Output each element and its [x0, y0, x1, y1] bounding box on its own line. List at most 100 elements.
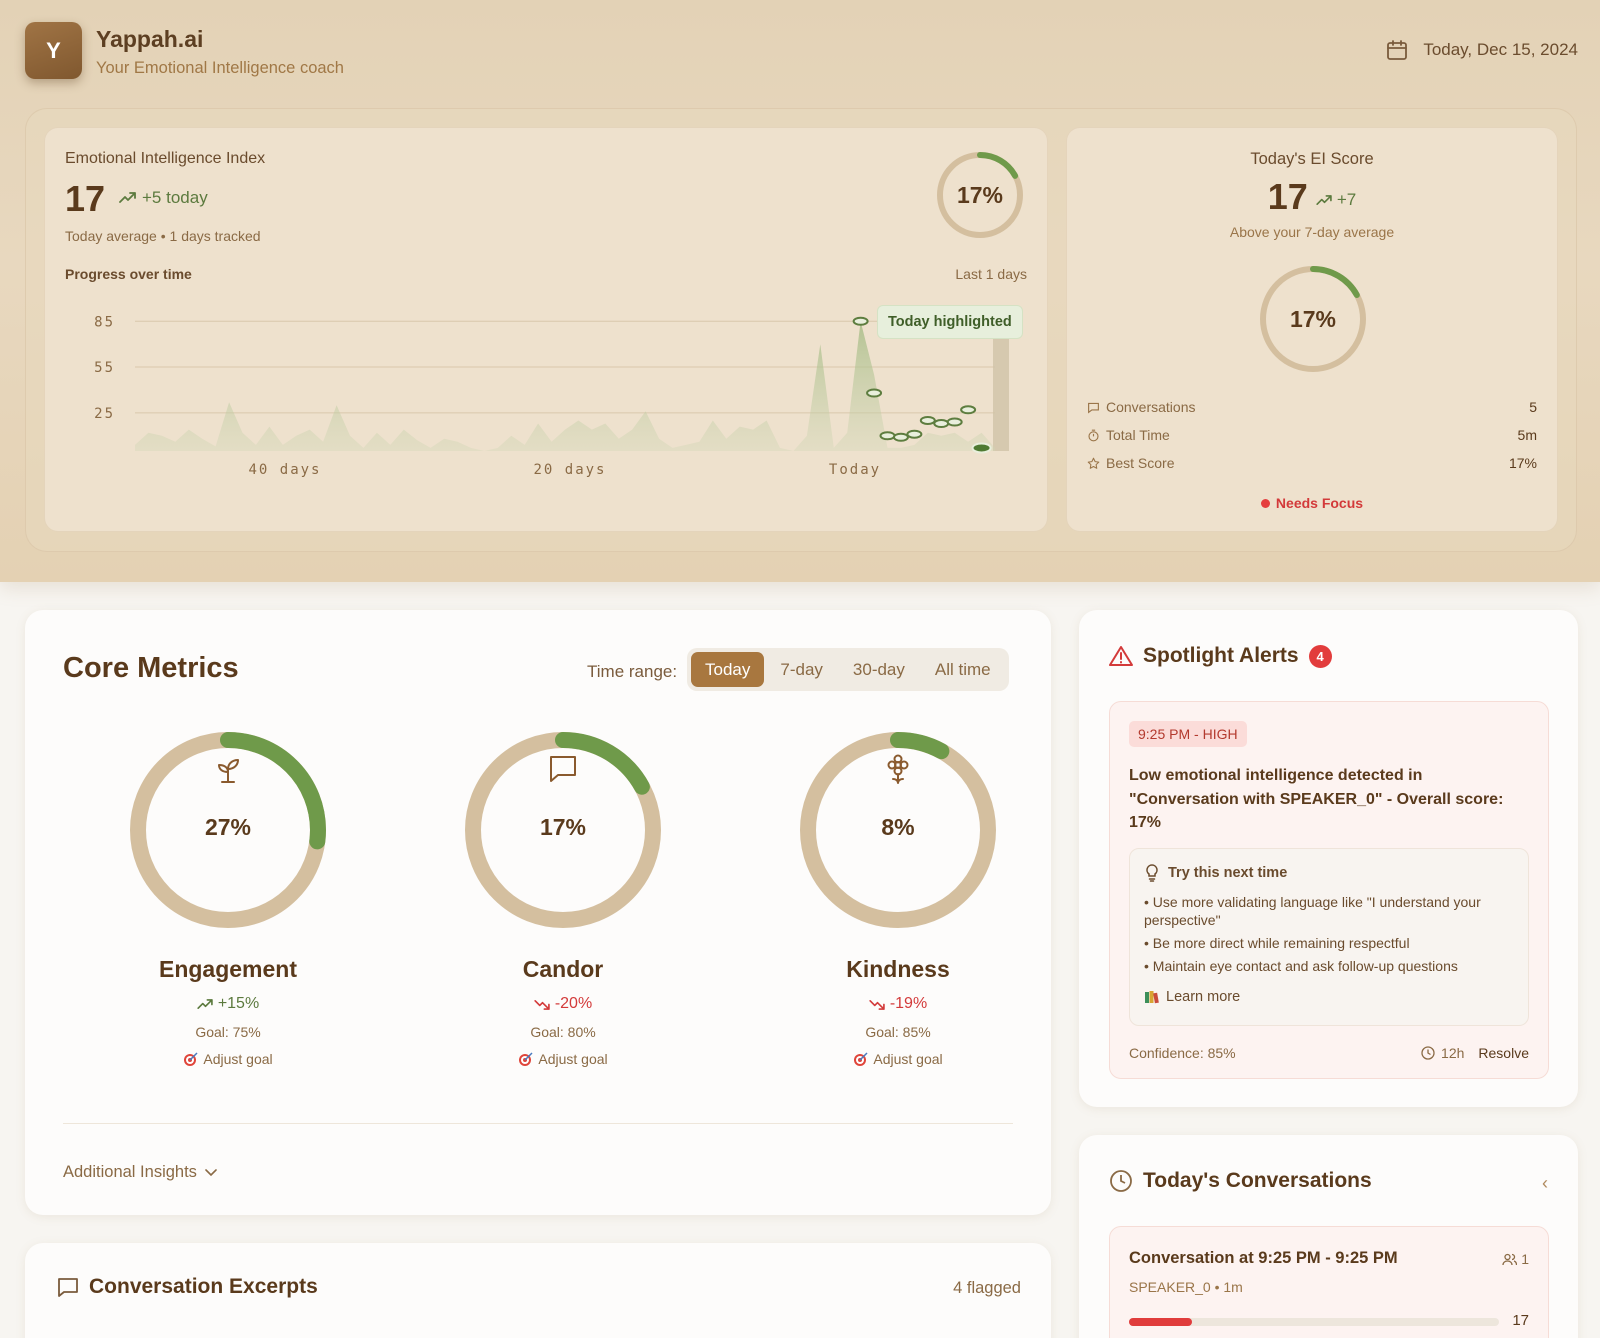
data-point[interactable]: [892, 432, 909, 442]
data-point[interactable]: [919, 415, 936, 425]
spotlight-header: Spotlight Alerts 4: [1109, 644, 1332, 668]
ei-index-card: Emotional Intelligence Index 17 +5 today…: [44, 127, 1048, 532]
kindness-value: 8%: [881, 814, 915, 840]
alert-time-badge: 9:25 PM - HIGH: [1129, 721, 1247, 747]
range-7day-button[interactable]: 7-day: [780, 659, 823, 679]
today-ei-stats: Conversations 5 Total Time 5m Best Score…: [1087, 393, 1537, 477]
data-point[interactable]: [852, 316, 869, 326]
range-30day-button[interactable]: 30-day: [852, 659, 905, 679]
candor-ring: 17%: [463, 730, 663, 930]
metric-candor: 17% Candor -20% Goal: 80% Adjust goal: [458, 730, 668, 1067]
trending-up-icon: [119, 192, 136, 203]
engagement-delta: +15%: [123, 995, 333, 1013]
excerpts-header: Conversation Excerpts: [57, 1275, 318, 1299]
data-point[interactable]: [946, 417, 963, 427]
alert-age: 12h: [1441, 1045, 1465, 1061]
learn-more-link[interactable]: Learn more: [1144, 989, 1240, 1005]
app-tagline: Your Emotional Intelligence coach: [96, 59, 344, 77]
engagement-value: 27%: [204, 814, 252, 840]
engagement-delta-text: +15%: [217, 995, 260, 1012]
today-ei-title: Today's EI Score: [1250, 150, 1374, 168]
additional-insights-toggle[interactable]: Additional Insights: [63, 1163, 217, 1182]
hero-section: Y Yappah.ai Your Emotional Intelligence …: [0, 0, 1600, 582]
star-icon: [1087, 457, 1100, 469]
sprout-icon: [218, 759, 239, 783]
y-tick-label: 55: [94, 360, 115, 376]
spotlight-alerts-card: Spotlight Alerts 4 9:25 PM - HIGH Low em…: [1079, 610, 1578, 1107]
tip-item: • Be more direct while remaining respect…: [1144, 935, 1410, 951]
time-range-label: Time range:: [587, 662, 678, 681]
users-icon: [1502, 1253, 1518, 1265]
alert-count-badge: 4: [1308, 644, 1332, 668]
kindness-adjust-goal-button[interactable]: Adjust goal: [793, 1051, 1003, 1067]
conversations-header: Today's Conversations: [1109, 1169, 1372, 1193]
candor-delta-text: -20%: [554, 995, 593, 1012]
clock-icon: [1421, 1046, 1435, 1060]
data-point[interactable]: [960, 405, 977, 415]
time-range-selector: Today 7-day 30-day All time: [687, 648, 1009, 691]
ei-index-meta: Today average • 1 days tracked: [65, 228, 261, 244]
today-ei-ring-label: 17%: [1289, 305, 1337, 332]
tip-title: Try this next time: [1168, 865, 1288, 881]
data-point[interactable]: [933, 419, 950, 429]
alert-actions: 12h Resolve: [1421, 1045, 1529, 1061]
trending-down-icon: [869, 999, 885, 1010]
candor-delta: -20%: [458, 995, 668, 1013]
chevron-down-icon: [205, 1168, 217, 1176]
engagement-adjust-goal-button[interactable]: Adjust goal: [123, 1051, 333, 1067]
status-badge: Needs Focus: [1067, 495, 1557, 511]
ei-index-delta-text: +5 today: [142, 188, 208, 207]
excerpts-title: Conversation Excerpts: [89, 1275, 318, 1298]
trending-up-icon: [197, 998, 213, 1009]
today-ei-delta-text: +7: [1336, 190, 1357, 209]
resolve-button[interactable]: Resolve: [1478, 1045, 1529, 1061]
lightbulb-icon: [1146, 864, 1158, 882]
y-tick-label: 25: [94, 406, 115, 422]
alert-confidence: Confidence: 85%: [1129, 1045, 1236, 1061]
x-tick-label: Today: [829, 462, 881, 478]
x-tick-label: 20 days: [533, 462, 606, 478]
stat-total-time: Total Time 5m: [1087, 421, 1537, 449]
app-logo[interactable]: Y: [25, 22, 82, 79]
app-name: Yappah.ai: [96, 26, 204, 52]
today-data-point[interactable]: [971, 442, 992, 454]
candor-adjust-goal-button[interactable]: Adjust goal: [458, 1051, 668, 1067]
tip-box: Try this next time • Use more validating…: [1129, 848, 1529, 1026]
chevron-left-icon[interactable]: ‹: [1542, 1173, 1548, 1193]
stat-conversations-label: Conversations: [1106, 399, 1196, 415]
message-icon: [58, 1278, 78, 1297]
tip-item: • Maintain eye contact and ask follow-up…: [1144, 958, 1458, 974]
today-ei-score: 17: [1267, 176, 1308, 217]
stat-total-time-value: 5m: [1517, 427, 1537, 443]
today-highlight-bar: [993, 336, 1009, 451]
kindness-delta: -19%: [793, 995, 1003, 1013]
data-point[interactable]: [879, 431, 896, 441]
core-metrics-card: Core Metrics Time range: Today 7-day 30-…: [25, 610, 1051, 1215]
candor-adjust-goal-text: Adjust goal: [538, 1051, 608, 1067]
stat-conversations-value: 5: [1529, 399, 1537, 415]
data-point[interactable]: [906, 429, 923, 439]
engagement-label: Engagement: [158, 956, 298, 982]
tip-list: • Use more validating language like "I u…: [1144, 893, 1519, 980]
conversation-title: Conversation at 9:25 PM - 9:25 PM: [1129, 1249, 1398, 1267]
conversation-item[interactable]: Conversation at 9:25 PM - 9:25 PM 1 SPEA…: [1109, 1226, 1549, 1338]
today-ei-card: Today's EI Score 17 +7 Above your 7-day …: [1066, 127, 1558, 532]
conversation-score: 17: [1512, 1312, 1529, 1329]
today-ei-score-row: 17 +7: [1067, 176, 1557, 218]
stat-conversations: Conversations 5: [1087, 393, 1537, 421]
date-display[interactable]: Today, Dec 15, 2024: [1385, 38, 1578, 62]
range-today-button[interactable]: Today: [691, 652, 765, 687]
data-point[interactable]: [866, 388, 883, 398]
progress-range: Last 1 days: [955, 266, 1027, 282]
timer-icon: [1088, 429, 1099, 441]
target-icon: [854, 1052, 868, 1066]
trending-up-icon: [1316, 194, 1332, 205]
books-icon: [1145, 991, 1159, 1004]
range-alltime-button[interactable]: All time: [934, 659, 991, 679]
chart-tooltip: Today highlighted: [877, 305, 1023, 339]
additional-insights-label: Additional Insights: [63, 1163, 197, 1181]
tip-item: • Use more validating language like "I u…: [1144, 894, 1481, 928]
metric-engagement: 27% Engagement +15% Goal: 75% Adjust goa…: [123, 730, 333, 1067]
divider: [63, 1123, 1013, 1124]
stat-best-score-value: 17%: [1508, 455, 1537, 471]
